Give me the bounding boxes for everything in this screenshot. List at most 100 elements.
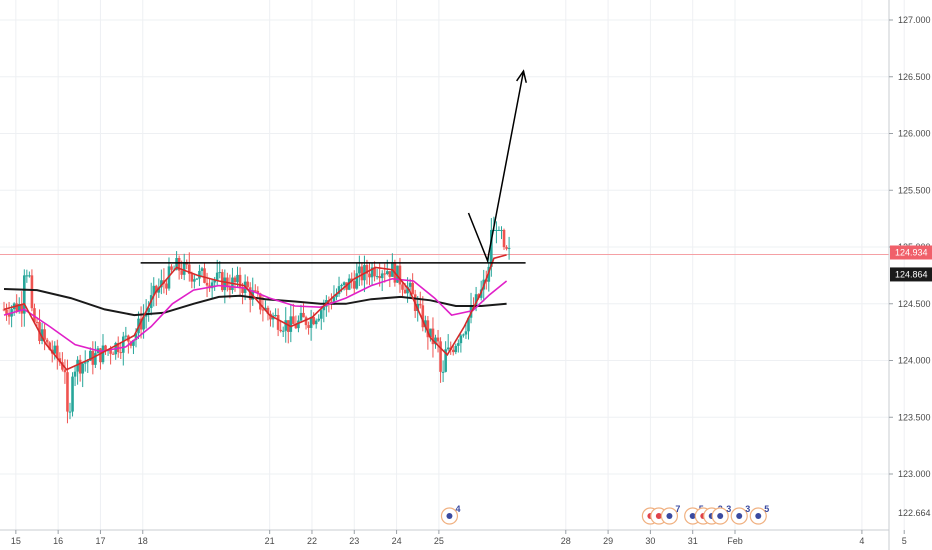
event-badge-count: 7	[675, 504, 680, 514]
candle-body	[205, 282, 209, 286]
x-tick-label: 21	[265, 536, 275, 546]
candle-body	[378, 276, 381, 279]
candle-body	[83, 362, 87, 364]
candle-body	[302, 312, 305, 318]
candle-body	[312, 317, 315, 325]
candle-body	[195, 278, 199, 280]
x-tick-label: 16	[53, 536, 63, 546]
candle-body	[426, 320, 430, 338]
candle-body	[319, 310, 323, 319]
candle-body	[81, 363, 84, 374]
candle-body	[223, 277, 227, 291]
candle-body	[119, 352, 123, 354]
x-tick-label: 17	[95, 536, 105, 546]
candle-body	[462, 334, 465, 336]
event-badge-dot	[446, 513, 453, 519]
candle-body	[76, 359, 79, 372]
candle-body	[160, 280, 163, 288]
candle-body	[332, 297, 336, 304]
candle-body	[104, 345, 107, 352]
event-badge-count: 5	[764, 504, 769, 514]
candle-body	[20, 303, 24, 314]
event-badge-count: 3	[726, 504, 731, 514]
candle-body	[454, 345, 458, 353]
candle-body	[68, 411, 72, 413]
candle-body	[342, 282, 346, 286]
candle-body	[246, 281, 249, 288]
candle-body	[2, 309, 6, 311]
event-badge-dot	[736, 513, 743, 519]
candle-body	[490, 229, 493, 267]
candle-body	[464, 331, 468, 335]
candle-body	[388, 271, 392, 277]
candle-body	[398, 265, 402, 285]
candle-body	[502, 229, 506, 248]
candle-body	[132, 339, 135, 346]
candle-body	[406, 286, 409, 294]
candle-body	[147, 307, 150, 313]
candle-body	[439, 341, 442, 372]
candle-body	[256, 290, 260, 294]
candle-body	[210, 282, 214, 289]
candle-body	[360, 266, 364, 281]
x-tick-label: 15	[11, 536, 21, 546]
y-axis-low-value: 122.664	[898, 508, 931, 518]
candle-body	[99, 348, 102, 363]
price-marker-box	[890, 245, 932, 260]
candle-body	[429, 328, 432, 338]
candle-body	[368, 273, 371, 278]
candle-body	[276, 314, 280, 330]
event-badge: 3	[711, 504, 731, 525]
x-tick-label: 31	[688, 536, 698, 546]
candle-body	[500, 229, 503, 231]
candle-body	[193, 279, 196, 282]
x-tick-label: 23	[349, 536, 359, 546]
candle-body	[294, 323, 298, 329]
candle-body	[358, 266, 361, 274]
candle-body	[299, 312, 303, 321]
candle-body	[33, 308, 36, 322]
candle-body	[431, 328, 435, 345]
candle-body	[424, 320, 427, 328]
candle-body	[441, 371, 445, 373]
candle-body	[190, 273, 194, 282]
candle-body	[467, 317, 470, 332]
moving-average-line-3	[3, 254, 507, 371]
candle-body	[215, 272, 219, 281]
candle-body	[253, 290, 257, 292]
x-tick-label: 28	[561, 536, 571, 546]
candle-body	[444, 349, 447, 372]
price-marker-box	[890, 267, 932, 282]
candle-body	[314, 320, 318, 325]
event-badge-dot	[655, 513, 662, 519]
candle-body	[48, 342, 51, 350]
candle-body	[451, 349, 455, 353]
candle-body	[187, 264, 191, 274]
candle-body	[421, 305, 425, 328]
x-tick-label: 5	[902, 536, 907, 546]
candle-body	[175, 258, 178, 270]
candle-body	[352, 281, 356, 289]
candle-body	[495, 229, 498, 231]
y-tick-label: 123.500	[898, 412, 931, 422]
candle-body	[292, 316, 295, 324]
candle-body	[337, 286, 341, 295]
candle-body	[365, 265, 369, 274]
candle-body	[322, 306, 326, 311]
event-badge: 3	[730, 504, 750, 525]
candle-body	[274, 314, 277, 316]
event-badge-dot	[717, 513, 724, 519]
candle-body	[457, 343, 460, 346]
candle-body	[88, 350, 92, 361]
x-tick-label: 24	[392, 536, 402, 546]
candle-body	[40, 329, 44, 341]
candle-body	[121, 336, 125, 353]
candle-body	[286, 320, 290, 332]
projection-arrow-head	[516, 69, 527, 83]
y-tick-label: 127.000	[898, 15, 931, 25]
candle-body	[269, 313, 272, 320]
y-tick-label: 124.000	[898, 356, 931, 366]
candle-body	[459, 335, 463, 344]
candle-body	[284, 320, 288, 331]
